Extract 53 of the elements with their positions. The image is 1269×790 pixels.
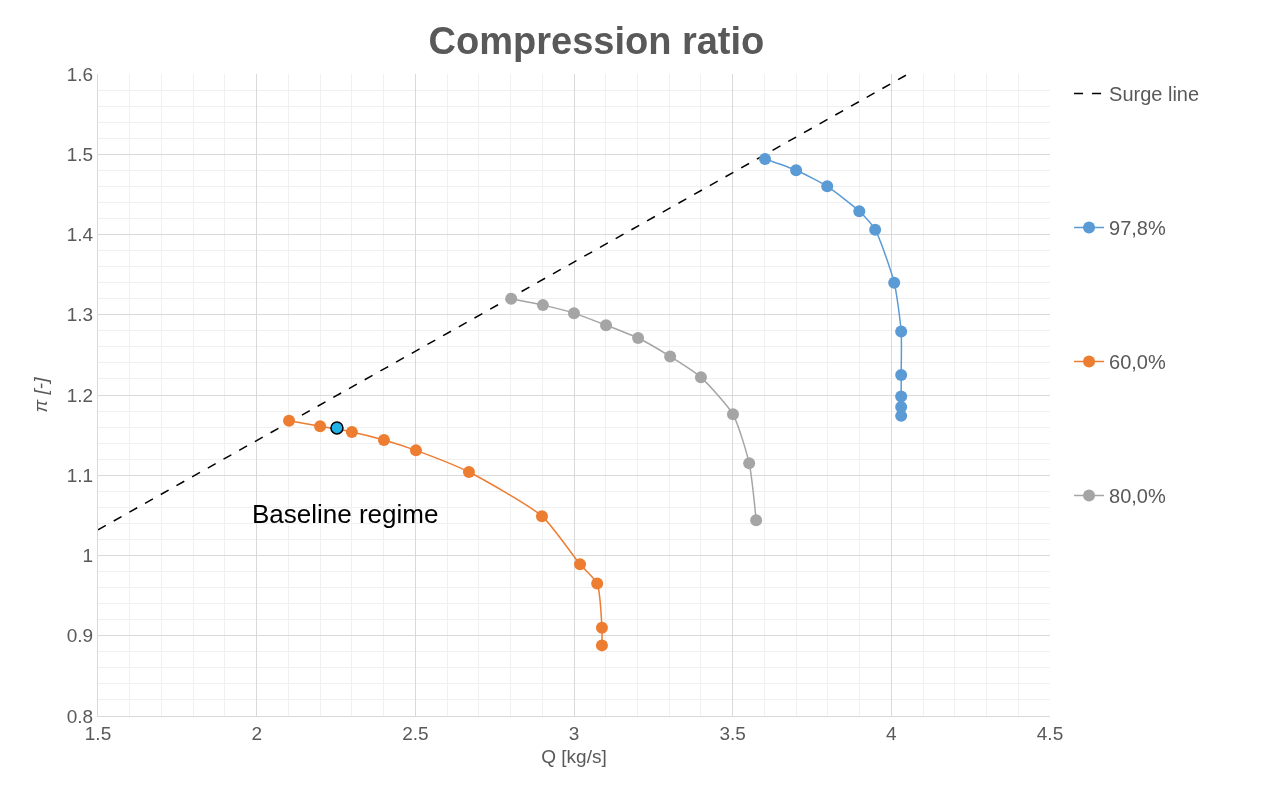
point — [750, 514, 763, 527]
y-tick-label: 1.6 — [66, 63, 94, 85]
point — [574, 558, 587, 571]
point — [377, 433, 390, 446]
x-tick-label: 4.5 — [1036, 722, 1064, 744]
x-tick-label: 3.5 — [719, 722, 746, 744]
x-tick-label: 4 — [886, 722, 898, 744]
x-tick-label: 2 — [251, 722, 262, 744]
point — [869, 223, 882, 236]
x-tick-label: 3 — [568, 722, 580, 744]
point — [568, 307, 580, 320]
point — [535, 510, 548, 523]
point — [595, 639, 608, 652]
point — [409, 444, 422, 457]
legend-label: 97,8% — [1109, 217, 1166, 240]
point — [726, 408, 739, 421]
point — [743, 457, 756, 470]
point — [759, 153, 772, 166]
point — [591, 577, 604, 590]
point — [283, 414, 296, 427]
point — [345, 425, 358, 438]
point — [853, 205, 866, 218]
point — [895, 368, 908, 381]
point — [536, 299, 549, 312]
point — [314, 420, 327, 433]
point — [505, 292, 518, 305]
y-tick-label: 1 — [82, 545, 94, 567]
x-tick-label: 2.5 — [402, 722, 429, 744]
y-tick-label: 1.2 — [66, 384, 94, 406]
point — [790, 164, 803, 177]
y-tick-label: 1.3 — [66, 304, 94, 326]
y-tick-label: 1.1 — [66, 464, 94, 486]
point — [888, 276, 901, 289]
annotation: Baseline regime — [252, 499, 439, 529]
point — [462, 466, 475, 479]
y-tick-label: 1.5 — [66, 143, 94, 165]
chart-title: Compression ratio — [428, 20, 765, 63]
y-tick-label: 1.4 — [66, 224, 94, 246]
point — [694, 371, 707, 384]
y-tick-label: 0.9 — [66, 625, 94, 647]
x-axis-title: Q [kg/s] — [541, 745, 607, 767]
legend-label: 80,0% — [1109, 485, 1166, 508]
point — [664, 350, 677, 363]
legend-label: 60,0% — [1109, 351, 1166, 374]
point — [895, 390, 908, 403]
point — [895, 325, 908, 338]
y-axis-title: π [-] — [29, 376, 51, 413]
point — [632, 332, 645, 345]
point — [821, 180, 834, 193]
legend-label: Surge line — [1109, 83, 1200, 106]
point — [330, 421, 344, 435]
point — [595, 621, 608, 634]
point — [600, 319, 613, 332]
